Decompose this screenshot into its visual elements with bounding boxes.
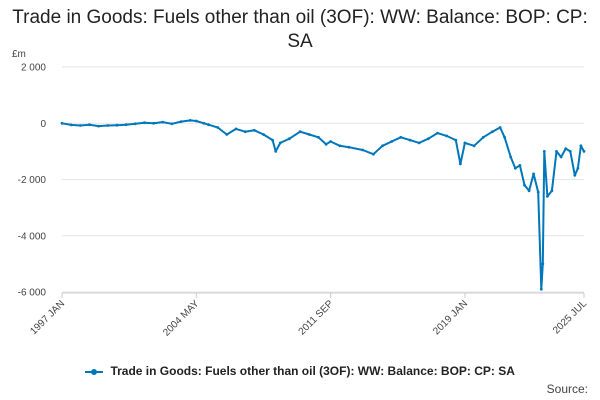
data-point: [88, 123, 91, 127]
data-point: [399, 135, 403, 139]
data-point: [513, 166, 517, 170]
data-point: [207, 123, 210, 127]
data-point: [542, 150, 546, 153]
y-axis-unit-label: £m: [12, 49, 26, 60]
x-tick-label: 2004 MAY: [161, 298, 202, 339]
data-point: [408, 138, 412, 142]
data-point: [288, 137, 291, 141]
data-point: [532, 172, 535, 176]
data-point: [143, 121, 146, 125]
data-point: [445, 134, 448, 138]
source-label: Source:: [546, 382, 588, 396]
data-point: [541, 262, 545, 266]
series-layer: [60, 119, 586, 291]
data-point: [216, 126, 220, 129]
series-line: [61, 119, 585, 291]
legend-swatch: [85, 368, 104, 375]
data-point: [278, 141, 282, 145]
data-point: [555, 150, 558, 153]
x-tick-label: 2011 SEP: [297, 298, 336, 337]
data-point: [546, 195, 549, 198]
x-tick-label: 2025 JUL: [551, 298, 589, 336]
data-point: [579, 144, 583, 148]
data-point: [381, 144, 384, 148]
y-tick-label: 2 000: [21, 63, 46, 74]
legend-label: Trade in Goods: Fuels other than oil (3O…: [110, 364, 515, 378]
data-point: [97, 124, 100, 128]
data-point: [317, 135, 320, 139]
data-point: [472, 144, 476, 148]
data-point: [509, 155, 513, 159]
y-axis: 2 000 0 -2 000 -4 000 -6 000: [18, 63, 47, 299]
data-point: [298, 130, 302, 134]
data-point: [372, 152, 375, 156]
data-point: [426, 137, 430, 141]
data-point: [550, 189, 554, 193]
y-tick-label: -4 000: [18, 231, 47, 242]
data-point: [271, 138, 274, 142]
x-tick-label: 2019 JAN: [431, 298, 470, 337]
data-point: [527, 189, 531, 193]
data-point: [568, 150, 572, 153]
data-point: [481, 135, 485, 139]
data-point: [564, 147, 568, 151]
data-point: [170, 122, 174, 126]
data-point: [459, 162, 462, 166]
data-point: [454, 138, 458, 142]
data-point: [262, 133, 265, 136]
data-point: [78, 124, 82, 127]
data-point: [491, 130, 494, 134]
y-tick-label: -2 000: [18, 175, 47, 186]
data-point: [252, 128, 256, 132]
data-point: [115, 123, 119, 127]
data-point: [390, 140, 394, 143]
data-point: [361, 148, 365, 152]
data-point: [559, 155, 563, 159]
data-point: [417, 141, 421, 145]
data-point: [582, 150, 586, 153]
data-point: [188, 119, 192, 122]
data-point: [576, 166, 580, 170]
data-point: [161, 120, 165, 124]
data-point: [324, 142, 328, 146]
data-point: [225, 133, 229, 136]
data-point: [347, 145, 351, 149]
data-point: [307, 133, 311, 136]
x-tick-label: 1997 JAN: [28, 298, 67, 337]
data-point: [60, 121, 64, 125]
data-point: [133, 122, 137, 126]
data-point: [243, 130, 247, 134]
legend: Trade in Goods: Fuels other than oil (3O…: [0, 364, 600, 378]
data-point: [539, 287, 543, 291]
data-point: [234, 127, 238, 131]
data-point: [179, 120, 183, 123]
data-point: [436, 131, 439, 135]
data-point: [124, 123, 128, 127]
data-point: [202, 121, 206, 125]
data-point: [463, 141, 467, 145]
data-point: [194, 119, 198, 123]
data-point: [518, 164, 522, 167]
data-point: [274, 150, 278, 153]
data-point: [498, 126, 502, 129]
data-point: [536, 190, 540, 194]
data-point: [523, 183, 526, 187]
chart-title: Trade in Goods: Fuels other than oil (3O…: [12, 7, 588, 52]
data-point: [338, 144, 342, 148]
data-point: [106, 124, 110, 127]
data-point: [329, 140, 332, 143]
x-axis: 1997 JAN 2004 MAY 2011 SEP 2019 JAN 2025 JUL: [28, 292, 589, 339]
y-tick-label: 0: [40, 119, 46, 130]
data-point: [503, 135, 506, 139]
grid-lines: [62, 66, 584, 293]
data-point: [69, 123, 73, 127]
data-point: [573, 173, 577, 177]
data-point: [152, 121, 156, 125]
y-tick-label: -6 000: [18, 288, 47, 299]
